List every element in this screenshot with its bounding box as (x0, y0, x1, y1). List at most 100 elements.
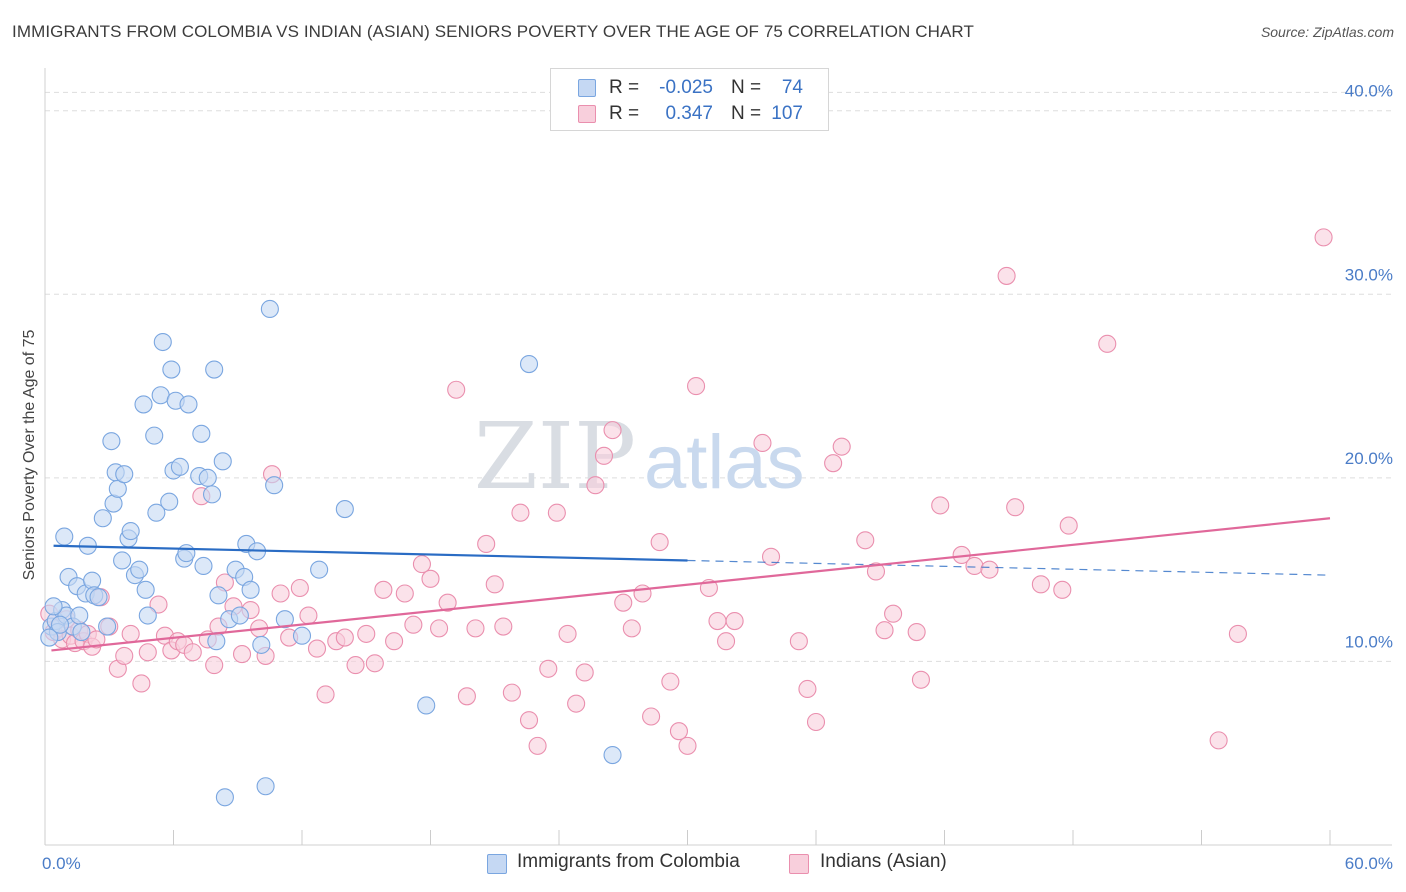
indians-point (670, 723, 687, 740)
colombia-point (195, 557, 212, 574)
indians-point (234, 646, 251, 663)
colombia-point (206, 361, 223, 378)
indians-point (139, 644, 156, 661)
legend-n-value: 74 (765, 77, 803, 99)
indians-point (1032, 576, 1049, 593)
indians-point (981, 561, 998, 578)
indians-point (540, 660, 557, 677)
indians-point (358, 625, 375, 642)
indians-point (458, 688, 475, 705)
indians-point (336, 629, 353, 646)
colombia-point (114, 552, 131, 569)
indians-point (876, 622, 893, 639)
indians-point (548, 504, 565, 521)
indians-point (718, 633, 735, 650)
colombia-point (294, 627, 311, 644)
watermark: ZIP atlas (474, 403, 805, 510)
colombia-point (45, 598, 62, 615)
indians-point (405, 616, 422, 633)
indians-point (615, 594, 632, 611)
y-tick-label: 30.0% (1345, 265, 1393, 284)
stats-legend: R = -0.025 N = 74 R = 0.347 N = 107 (550, 68, 829, 131)
indians-point (133, 675, 150, 692)
y-axis-label: Seniors Poverty Over the Age of 75 (21, 330, 38, 581)
legend-row-colombia: R = -0.025 N = 74 (551, 75, 828, 101)
legend-swatch-indians (789, 854, 809, 874)
indians-point (386, 633, 403, 650)
indians-point (347, 657, 364, 674)
indians-point (521, 712, 538, 729)
indians-point (478, 535, 495, 552)
indians-point (396, 585, 413, 602)
indians-point (587, 477, 604, 494)
watermark-atlas: atlas (644, 420, 805, 505)
colombia-point (521, 356, 538, 373)
indians-point (1229, 625, 1246, 642)
indians-point (709, 613, 726, 630)
indians-point (688, 378, 705, 395)
indians-point (184, 644, 201, 661)
indians-point (857, 532, 874, 549)
indians-point (431, 620, 448, 637)
colombia-point (99, 618, 116, 635)
colombia-point (210, 587, 227, 604)
indians-point (623, 620, 640, 637)
colombia-point (171, 458, 188, 475)
colombia-trend-line (54, 546, 688, 561)
colombia-point (163, 361, 180, 378)
indians-point (966, 557, 983, 574)
indians-point (1007, 499, 1024, 516)
indians-point (559, 625, 576, 642)
colombia-point (242, 581, 259, 598)
indians-point (486, 576, 503, 593)
indians-point (1315, 229, 1332, 246)
indians-point (422, 570, 439, 587)
indians-point (576, 664, 593, 681)
y-tick-label: 10.0% (1345, 632, 1393, 651)
indians-point (317, 686, 334, 703)
indians-point (885, 605, 902, 622)
colombia-point (231, 607, 248, 624)
indians-point (651, 534, 668, 551)
colombia-point (208, 633, 225, 650)
y-tick-label: 20.0% (1345, 449, 1393, 468)
scatter-plot: ZIP atlas 10.0%20.0%30.0%40.0%0.0% 60.0% … (0, 0, 1406, 892)
legend-r-label: R = (609, 103, 639, 125)
legend-swatch-blue (578, 79, 596, 97)
colombia-point (122, 523, 139, 540)
colombia-point (139, 607, 156, 624)
colombia-point (146, 427, 163, 444)
legend-swatch-colombia (487, 854, 507, 874)
colombia-point (199, 469, 216, 486)
indians-point (1210, 732, 1227, 749)
legend-swatch-pink (578, 105, 596, 123)
indians-point (413, 556, 430, 573)
indians-point (122, 625, 139, 642)
legend-row-indians: R = 0.347 N = 107 (551, 101, 828, 127)
colombia-point (180, 396, 197, 413)
indians-point (998, 267, 1015, 284)
legend-r-value: -0.025 (639, 77, 713, 99)
indians-point (568, 695, 585, 712)
colombia-point (90, 589, 107, 606)
indians-point (662, 673, 679, 690)
indians-point (604, 422, 621, 439)
colombia-point (261, 300, 278, 317)
colombia-point (418, 697, 435, 714)
colombia-point (154, 334, 171, 351)
legend-r-label: R = (609, 77, 639, 99)
indians-point (912, 671, 929, 688)
legend-r-value: 0.347 (639, 103, 713, 125)
colombia-point (56, 528, 73, 545)
colombia-point (266, 477, 283, 494)
indians-point (833, 438, 850, 455)
indians-point (1054, 581, 1071, 598)
indians-point (825, 455, 842, 472)
colombia-point (116, 466, 133, 483)
series-legend: Immigrants from Colombia Indians (Asian) (0, 851, 1406, 879)
indians-point (291, 580, 308, 597)
colombia-point (51, 616, 68, 633)
colombia-point (131, 561, 148, 578)
legend-label-colombia: Immigrants from Colombia (517, 851, 740, 873)
indians-point (503, 684, 520, 701)
